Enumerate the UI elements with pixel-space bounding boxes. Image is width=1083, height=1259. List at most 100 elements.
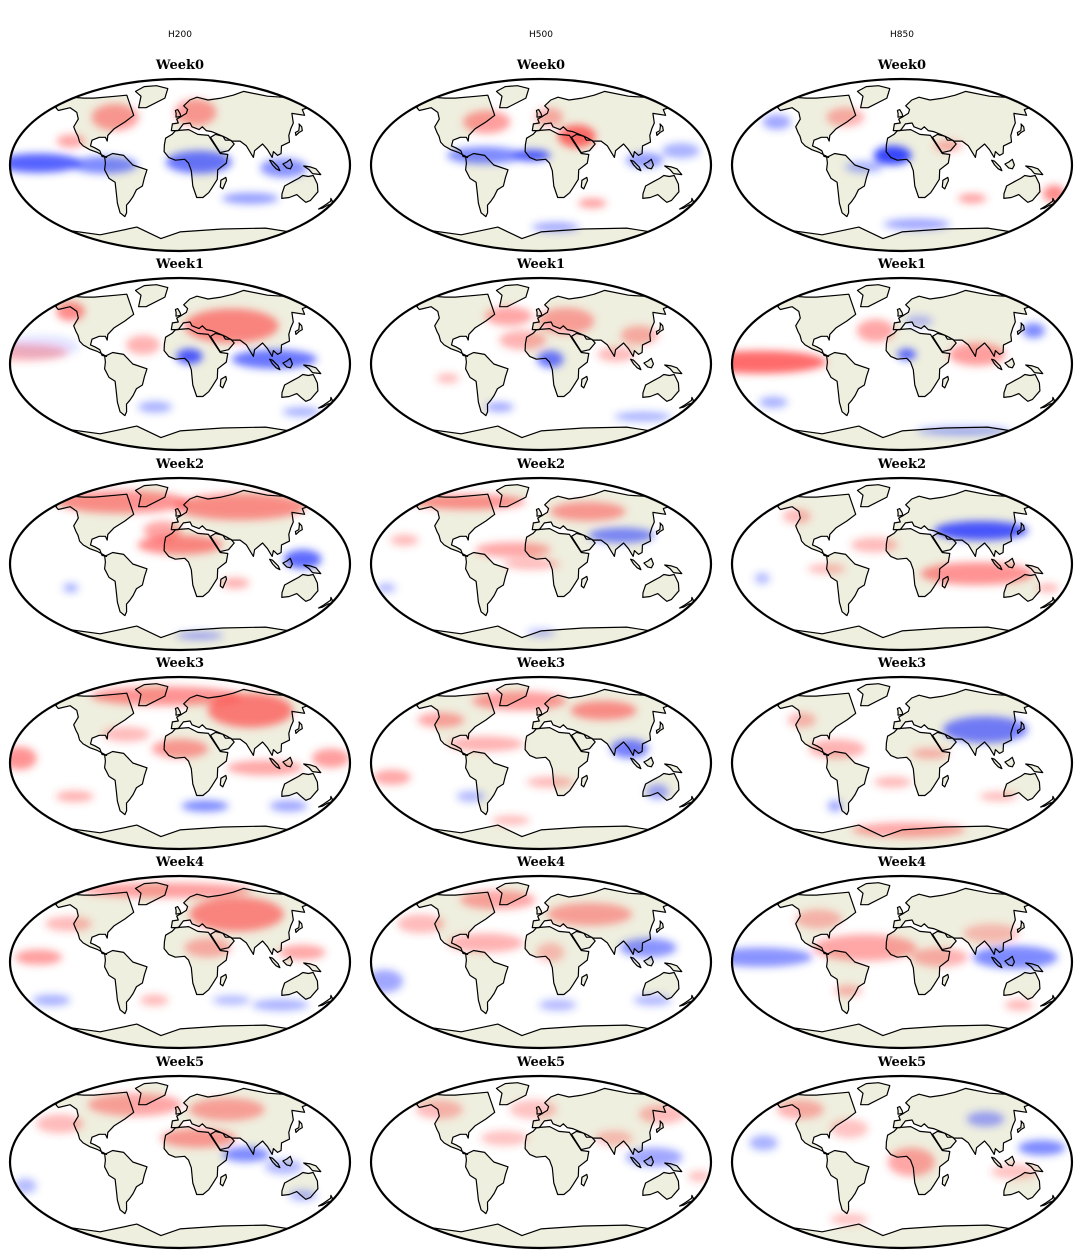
coastline-borneo <box>1004 756 1015 768</box>
land-arabia <box>932 732 957 751</box>
negative-anomaly-region <box>762 114 791 130</box>
positive-anomaly-region <box>537 307 595 335</box>
robinson-map <box>730 1074 1074 1250</box>
coastline-sumatra <box>991 558 1003 571</box>
coastline-antarctica <box>411 1223 658 1248</box>
negative-anomaly-region <box>63 583 79 593</box>
coastline-new-guinea <box>303 962 322 973</box>
coastline-australia <box>642 174 680 203</box>
robinson-map <box>730 77 1074 253</box>
coastline-japan <box>294 920 303 934</box>
coastline-uk <box>535 307 543 317</box>
coastline-south-america <box>464 152 509 218</box>
robinson-map <box>730 675 1074 851</box>
coastline-greenland <box>134 484 169 508</box>
positive-anomaly-region <box>189 897 284 932</box>
coastline-layer <box>772 1082 1055 1248</box>
land-south-america <box>826 1150 869 1214</box>
land-africa <box>886 129 950 198</box>
map-panel-h850-week5: Week5 <box>729 1055 1075 1251</box>
negative-anomaly-region <box>845 161 884 173</box>
coastline-borneo <box>1004 955 1015 967</box>
land-arabia <box>932 1131 957 1150</box>
coastline-layer <box>411 1082 694 1248</box>
land-japan <box>1017 322 1025 335</box>
positive-anomaly-region <box>492 815 530 826</box>
map-boundary <box>369 675 713 851</box>
panel-title: Week3 <box>516 656 566 671</box>
coastline-borneo <box>643 158 654 170</box>
map-panel-h200-week3: Week3 <box>7 656 353 852</box>
coastline-japan <box>1016 721 1025 735</box>
negative-anomaly-region <box>942 716 1028 743</box>
land-south-america <box>104 751 147 815</box>
coastline-madagascar <box>219 375 228 389</box>
coastline-north-america <box>416 1091 496 1156</box>
coastline-greenland <box>495 284 530 308</box>
coastline-europe-asia <box>892 289 1031 358</box>
anomaly-layer <box>732 315 1045 436</box>
coastline-greenland <box>495 683 530 707</box>
coastline-south-america <box>464 351 509 417</box>
coastline-arabia <box>931 930 957 951</box>
coastline-africa <box>885 128 951 199</box>
positive-anomaly-region <box>963 923 1020 943</box>
negative-anomaly-region <box>873 145 912 165</box>
negative-anomaly-region <box>371 969 404 993</box>
map-boundary <box>730 77 1074 253</box>
positive-anomaly-region <box>911 947 968 967</box>
coastline-africa <box>885 327 951 398</box>
land-africa <box>525 1126 589 1195</box>
coastline-madagascar <box>219 1173 228 1187</box>
coastline-sumatra <box>991 1156 1003 1169</box>
coastline-sumatra <box>991 956 1003 969</box>
negative-anomaly-region <box>269 800 308 812</box>
coastline-antarctica <box>50 824 297 849</box>
coastline-new-guinea <box>1025 1162 1044 1173</box>
coastline-uk <box>535 507 543 517</box>
map-panel-h200-week0: Week0 <box>7 58 353 254</box>
anomaly-layer <box>14 882 326 1011</box>
coastline-sumatra <box>630 956 642 969</box>
coastline-south-america <box>825 551 870 617</box>
coastline-north-america <box>55 94 135 159</box>
positive-anomaly-region <box>948 342 1006 366</box>
land-uk <box>175 707 181 716</box>
coastline-north-america <box>416 493 496 558</box>
coastline-europe-asia <box>892 688 1031 757</box>
land-japan <box>295 123 303 136</box>
negative-anomaly-region <box>181 800 229 812</box>
coastline-sumatra <box>991 358 1003 371</box>
land-new-guinea <box>664 565 682 574</box>
land-south-america <box>465 751 508 815</box>
map-panel-h200-week5: Week5 <box>7 1055 353 1251</box>
coastline-layer <box>772 484 1055 650</box>
positive-anomaly-region <box>787 712 816 728</box>
coastline-australia <box>1003 373 1041 402</box>
panel-title: Week4 <box>516 855 566 870</box>
coastline-europe-asia <box>531 1087 670 1156</box>
land-japan <box>656 522 664 535</box>
land-south-america <box>104 552 147 616</box>
negative-anomaly-region <box>282 407 321 417</box>
coastline-australia <box>642 1171 680 1200</box>
positive-anomaly-region <box>776 1099 824 1119</box>
positive-anomaly-region <box>14 949 63 965</box>
positive-anomaly-region <box>312 748 350 768</box>
coastline-australia <box>642 373 680 402</box>
coastline-uk <box>896 507 904 517</box>
land-greenland <box>857 1082 890 1105</box>
land-japan <box>656 920 664 933</box>
map-panel-h200-week1: Week1 <box>7 257 353 453</box>
land-arabia <box>571 533 596 552</box>
panel-title: Week5 <box>516 1055 566 1070</box>
coastline-australia <box>281 573 319 602</box>
coastline-new-guinea <box>1025 564 1044 575</box>
coastline-greenland <box>134 683 169 707</box>
land-new-guinea <box>303 365 321 374</box>
coastline-south-america <box>103 551 148 617</box>
map-boundary <box>730 276 1074 452</box>
negative-anomaly-region <box>933 521 1029 541</box>
coastline-japan <box>1016 1120 1025 1134</box>
positive-anomaly-region <box>91 103 139 131</box>
